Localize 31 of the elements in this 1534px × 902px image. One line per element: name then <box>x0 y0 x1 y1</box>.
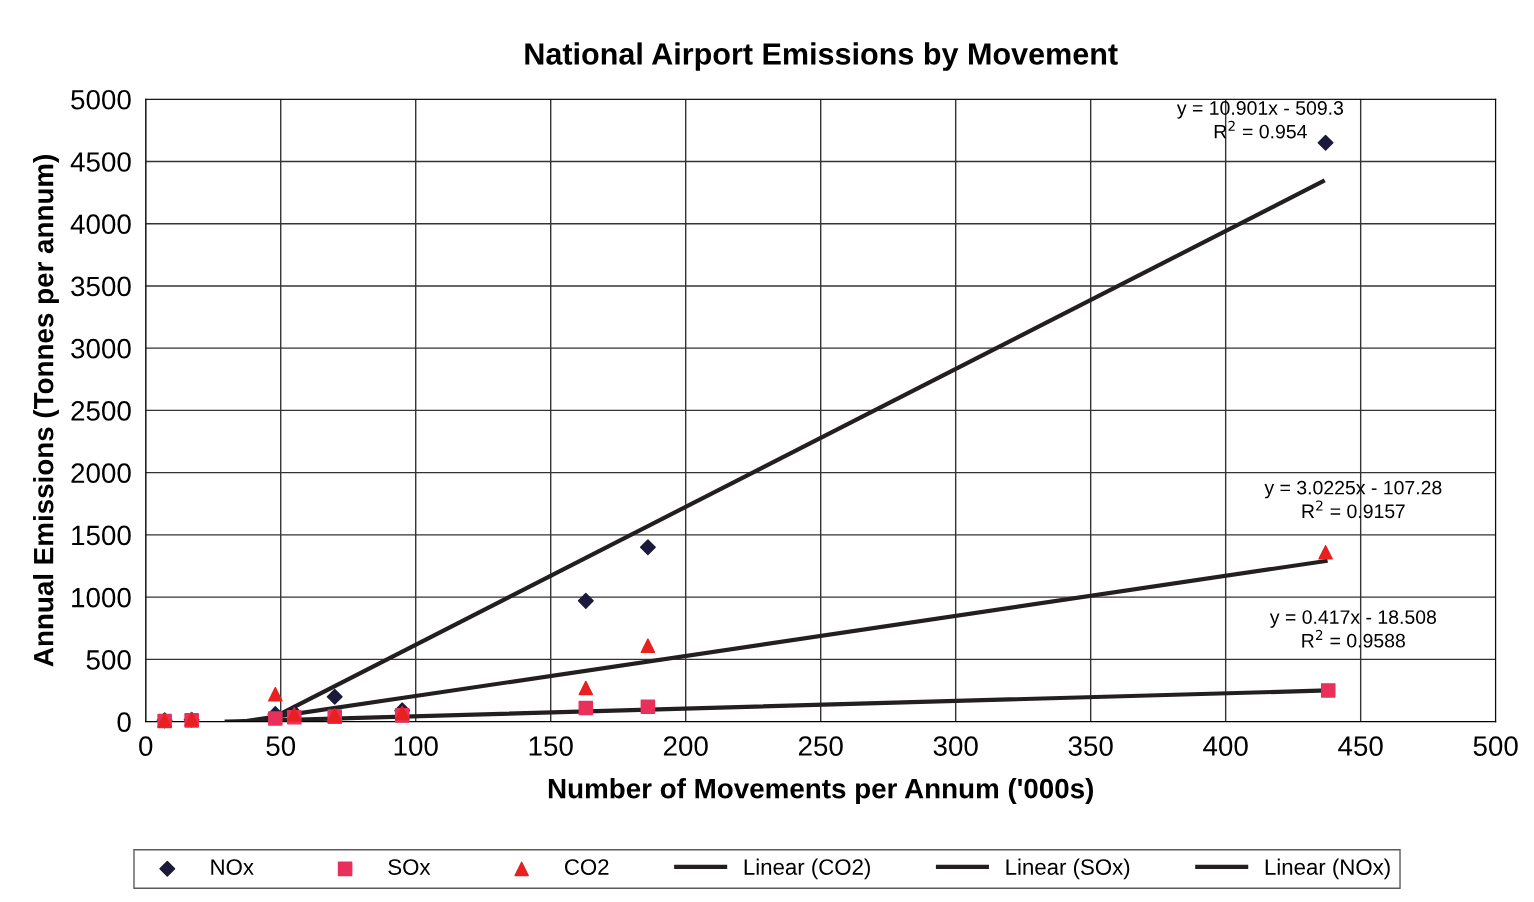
x-tick-label: 50 <box>266 736 296 756</box>
x-tick-label: 100 <box>394 736 438 756</box>
y-tick-label: 3000 <box>71 338 131 359</box>
x-axis-title: Number of Movements per Annum ('000s) <box>548 778 1093 804</box>
y-tick-label: 2000 <box>71 463 131 483</box>
legend-label: Linear (SOx) <box>1006 858 1130 880</box>
y-tick-label: 1500 <box>72 525 131 546</box>
x-tick-label: 300 <box>933 736 978 756</box>
y-tick-label: 4500 <box>70 152 131 172</box>
legend-label: SOx <box>388 859 431 875</box>
legend-label: NOx <box>211 859 254 875</box>
y-tick-label: 5000 <box>71 89 131 110</box>
x-tick-label: 250 <box>798 736 843 756</box>
legend-label: Linear (CO2) <box>744 858 870 880</box>
chart-title: National Airport Emissions by Movement <box>525 42 1118 71</box>
x-tick-label: 450 <box>1338 736 1383 756</box>
x-tick-label: 400 <box>1203 736 1248 756</box>
x-tick-label: 150 <box>529 736 573 756</box>
y-tick-label: 3500 <box>71 276 131 297</box>
y-tick-label: 1000 <box>72 587 131 608</box>
y-axis-title: Annual Emissions (Tonnes per annum) <box>33 155 59 667</box>
y-tick-label: 2500 <box>71 401 131 421</box>
y-tick-label: 4000 <box>70 214 131 235</box>
y-tick-label: 0 <box>117 712 131 732</box>
x-tick-label: 0 <box>139 736 153 756</box>
x-tick-label: 500 <box>1473 736 1518 756</box>
y-tick-label: 500 <box>86 650 131 670</box>
x-tick-label: 200 <box>663 736 708 756</box>
legend-label: CO2 <box>564 859 609 875</box>
x-tick-label: 350 <box>1068 736 1113 756</box>
legend-label: Linear (NOx) <box>1265 858 1390 880</box>
